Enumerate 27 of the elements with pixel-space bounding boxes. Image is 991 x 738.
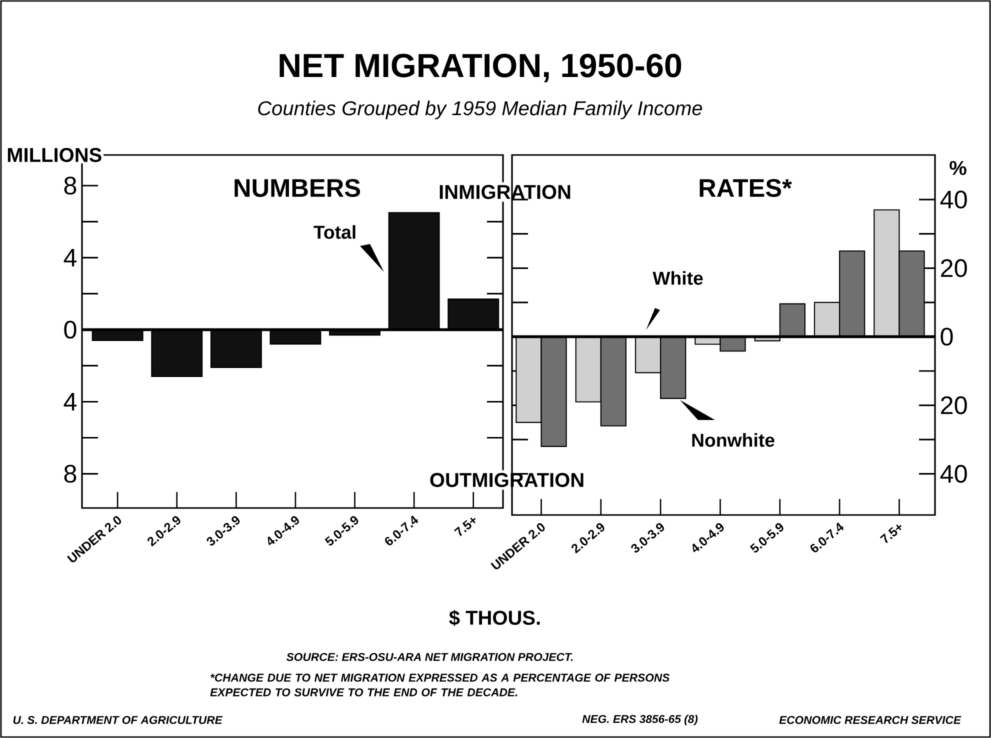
y-tick-label: 4 [64,248,77,266]
x-tick-label: 7.5+ [454,518,476,536]
y-tick-label: 40 [940,190,967,209]
chart-title: NET MIGRATION, 1950-60 [280,54,682,82]
y-tick-label: 40 [940,464,967,483]
text: ECONOMIC RESEARCH SERVICE [779,716,962,724]
text: *CHANGE DUE TO NET MIGRATION EXPRESSED AS A PERCENTAGE OF PERSONS EXPECTED TO SURVIVE TO THE END OF THE DECADE. [210,674,670,696]
source-note: SOURCE: ERS-OSU-ARA NET MIGRATION PROJECT. [286,652,573,662]
y-tick-label: 20 [941,396,967,414]
text: U. S. DEPARTMENT OF AGRICULTURE [13,716,223,724]
annotation: NUMBERS [234,179,360,197]
y-tick-label: 20 [941,259,967,278]
chart-subtitle: Counties Grouped by 1959 Median Family Income [258,100,702,120]
text: White [652,271,703,285]
series-label: Nonwhite [692,433,774,447]
y-axis-title: % [950,160,966,176]
x-axis-title: $ THOUS. [449,610,540,626]
y-tick-label: 0 [940,328,953,346]
annotation: RATES* [700,179,792,197]
y-tick-label: 8 [64,176,76,195]
y-tick-label: 0 [64,320,76,339]
series-label: Total [314,225,356,239]
y-tick-label: 8 [64,464,76,483]
x-tick-label: 7.5+ [880,524,902,544]
y-axis-title: MILLIONS [8,148,102,162]
text: NEG. ERS 3856-65 (8) [582,714,698,726]
y-tick-label: 4 [64,393,77,410]
